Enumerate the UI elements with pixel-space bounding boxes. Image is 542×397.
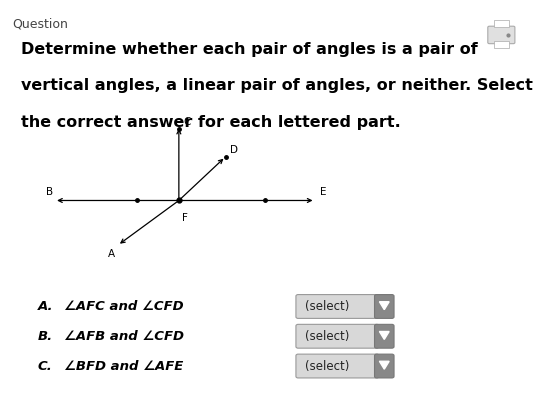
Text: ∠AFC and ∠CFD: ∠AFC and ∠CFD xyxy=(64,300,184,313)
FancyBboxPatch shape xyxy=(296,295,379,318)
Bar xyxy=(494,41,509,48)
FancyBboxPatch shape xyxy=(296,354,379,378)
Bar xyxy=(494,20,509,27)
FancyBboxPatch shape xyxy=(375,295,394,318)
FancyBboxPatch shape xyxy=(375,324,394,348)
Text: A: A xyxy=(108,249,115,258)
FancyBboxPatch shape xyxy=(488,26,515,44)
Text: Determine whether each pair of angles is a pair of: Determine whether each pair of angles is… xyxy=(21,42,478,57)
Polygon shape xyxy=(379,302,389,310)
Text: vertical angles, a linear pair of angles, or neither. Select: vertical angles, a linear pair of angles… xyxy=(21,78,532,93)
Text: B.: B. xyxy=(38,330,53,343)
Polygon shape xyxy=(379,361,389,369)
Text: ∠BFD and ∠AFE: ∠BFD and ∠AFE xyxy=(64,360,183,372)
Text: F: F xyxy=(182,213,188,223)
Text: (select): (select) xyxy=(305,300,349,313)
Text: D: D xyxy=(230,145,238,156)
Text: E: E xyxy=(320,187,326,197)
Text: Question: Question xyxy=(12,18,68,31)
FancyBboxPatch shape xyxy=(375,354,394,378)
Text: the correct answer for each lettered part.: the correct answer for each lettered par… xyxy=(21,115,401,130)
Text: C.: C. xyxy=(38,360,53,372)
Polygon shape xyxy=(379,331,389,339)
Text: (select): (select) xyxy=(305,360,349,372)
Text: ∠AFB and ∠CFD: ∠AFB and ∠CFD xyxy=(64,330,184,343)
Text: (select): (select) xyxy=(305,330,349,343)
Text: C: C xyxy=(183,117,191,127)
Text: A.: A. xyxy=(38,300,54,313)
Text: B: B xyxy=(46,187,53,197)
FancyBboxPatch shape xyxy=(296,324,379,348)
